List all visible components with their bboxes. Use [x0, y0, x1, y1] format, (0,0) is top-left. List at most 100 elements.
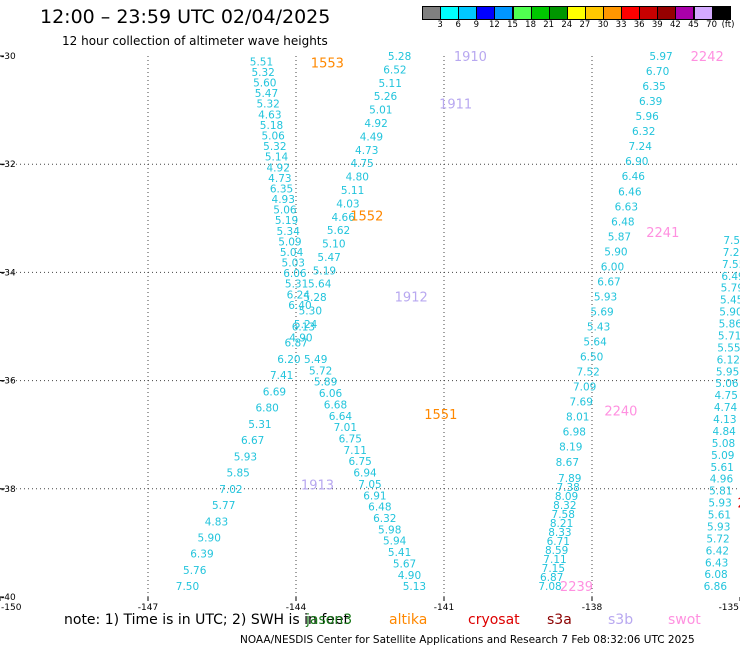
swh-value: 6.71 — [547, 536, 570, 548]
swh-value: 6.67 — [597, 276, 620, 288]
swh-value: 6.46 — [618, 186, 642, 198]
swh-value: 5.94 — [383, 536, 407, 548]
swh-value: 6.64 — [329, 411, 353, 423]
swh-value: 5.93 — [234, 451, 257, 463]
swh-value: 5.18 — [260, 120, 283, 132]
swh-value: 6.39 — [639, 96, 662, 108]
swh-value: 7.51 — [723, 235, 740, 247]
swh-value: 5.72 — [706, 533, 729, 545]
swh-value: 5.06 — [273, 205, 297, 217]
swh-value: 5.67 — [393, 558, 416, 570]
satellite-legend-item: swot — [668, 612, 701, 628]
swh-value: 5.32 — [256, 99, 279, 111]
swh-value: 5.51 — [250, 56, 273, 68]
x-tick-label: -138 — [582, 603, 603, 613]
swh-value: 7.41 — [270, 370, 293, 382]
swh-value: 5.11 — [379, 78, 402, 90]
swh-value: 6.46 — [622, 171, 646, 183]
colorbar-tick-label: 12 — [488, 20, 500, 30]
swh-value: 5.90 — [198, 532, 221, 544]
swh-value: 6.98 — [563, 427, 586, 439]
swh-value: 6.80 — [255, 403, 278, 415]
swh-value: 6.00 — [601, 261, 624, 273]
swh-value: 5.41 — [388, 547, 411, 559]
swh-value: 6.75 — [339, 433, 362, 445]
x-tick-label: -135 — [719, 603, 739, 613]
swh-value: 6.48 — [611, 216, 634, 228]
grid-lines — [0, 56, 740, 597]
y-tick-label: -36 — [1, 377, 16, 387]
swh-value: 4.75 — [715, 390, 738, 402]
swh-value: 5.93 — [708, 498, 731, 510]
swh-value: 6.87 — [540, 572, 563, 584]
swh-value: 5.61 — [710, 462, 733, 474]
swh-value: 5.08 — [712, 438, 735, 450]
swh-value: 5.47 — [317, 252, 340, 264]
wave-height-values: 5.515.325.605.475.324.635.185.065.325.14… — [176, 51, 740, 593]
swh-value: 6.08 — [704, 569, 727, 581]
swh-value: 5.47 — [255, 88, 278, 100]
swh-value: 4.92 — [267, 162, 290, 174]
swh-value: 5.62 — [327, 225, 350, 237]
swh-value: 5.77 — [212, 500, 235, 512]
swh-value: 6.68 — [324, 399, 347, 411]
swh-value: 6.35 — [642, 81, 665, 93]
swh-value: 5.26 — [374, 91, 398, 103]
swh-value: 5.19 — [275, 215, 298, 227]
swh-value: 7.69 — [570, 397, 593, 409]
swh-value: 5.93 — [594, 291, 617, 303]
swh-value: 5.97 — [649, 51, 672, 63]
swh-value: 5.64 — [308, 279, 332, 291]
swh-value: 6.42 — [706, 545, 729, 557]
swh-value: 5.98 — [378, 524, 401, 536]
swh-value: 7.15 — [542, 563, 565, 575]
chart-title: 12:00 – 23:59 UTC 02/04/2025 — [40, 6, 331, 28]
swh-value: 5.09 — [278, 236, 301, 248]
colorbar-tick-label: 27 — [579, 20, 591, 30]
swh-value: 5.14 — [265, 152, 289, 164]
satellite-legend-item: cryosat — [468, 612, 520, 628]
satellite-legend-item: s3b — [608, 612, 634, 628]
satellite-legend-item: jason3 — [306, 612, 353, 628]
pass-label: 1551 — [424, 408, 457, 423]
swh-value: 4.73 — [268, 173, 291, 185]
swh-value: 5.86 — [719, 319, 740, 331]
swh-value: 5.79 — [721, 283, 740, 295]
y-tick-label: -32 — [1, 160, 16, 170]
swh-value: 5.34 — [277, 226, 301, 238]
swh-value: 6.20 — [277, 354, 300, 366]
swh-value: 5.43 — [587, 322, 610, 334]
swh-value: 6.63 — [615, 201, 638, 213]
swh-value: 5.55 — [717, 342, 740, 354]
axis-ticks: -30 -32 -34 -36 -38 -40-150 -147 -144 -141 -138 -1… — [0, 52, 740, 613]
swh-value: 7.08 — [538, 581, 561, 593]
x-tick-label: -150 — [1, 603, 22, 613]
swh-value: 4.74 — [714, 402, 738, 414]
pass-label: 1910 — [454, 50, 487, 65]
swh-value: 6.24 — [287, 289, 311, 301]
colorbar-tick-label: 42 — [669, 20, 681, 30]
swh-value: 5.32 — [263, 141, 286, 153]
swh-value: 5.31 — [248, 419, 271, 431]
swh-value: 5.69 — [590, 306, 613, 318]
swh-value: 7.11 — [543, 554, 566, 566]
swh-value: 6.52 — [383, 64, 406, 76]
pass-label: 1552 — [350, 210, 383, 225]
swh-value: 5.64 — [583, 337, 607, 349]
swh-value: 5.90 — [719, 307, 740, 319]
swh-value: 5.06 — [715, 378, 739, 390]
swh-value: 6.40 — [288, 300, 311, 312]
swh-value: 5.28 — [388, 51, 411, 63]
footer-note: note: 1) Time is in UTC; 2) SWH is in fe… — [64, 612, 350, 628]
swh-value: 6.13 — [292, 322, 315, 334]
swh-value: 7.50 — [176, 581, 199, 593]
swh-value: 6.90 — [625, 156, 648, 168]
swh-value: 7.89 — [558, 473, 581, 485]
swh-value: 8.59 — [545, 545, 568, 557]
swh-value: 5.09 — [711, 450, 734, 462]
colorbar-tick-label: 70 — [706, 20, 717, 30]
y-tick-label: -40 — [1, 593, 16, 603]
pass-labels: 1553 1910 1911 1552 1912 1551 1913 2242 2241 2240… — [301, 50, 740, 595]
swh-value: 5.31 — [285, 279, 308, 291]
